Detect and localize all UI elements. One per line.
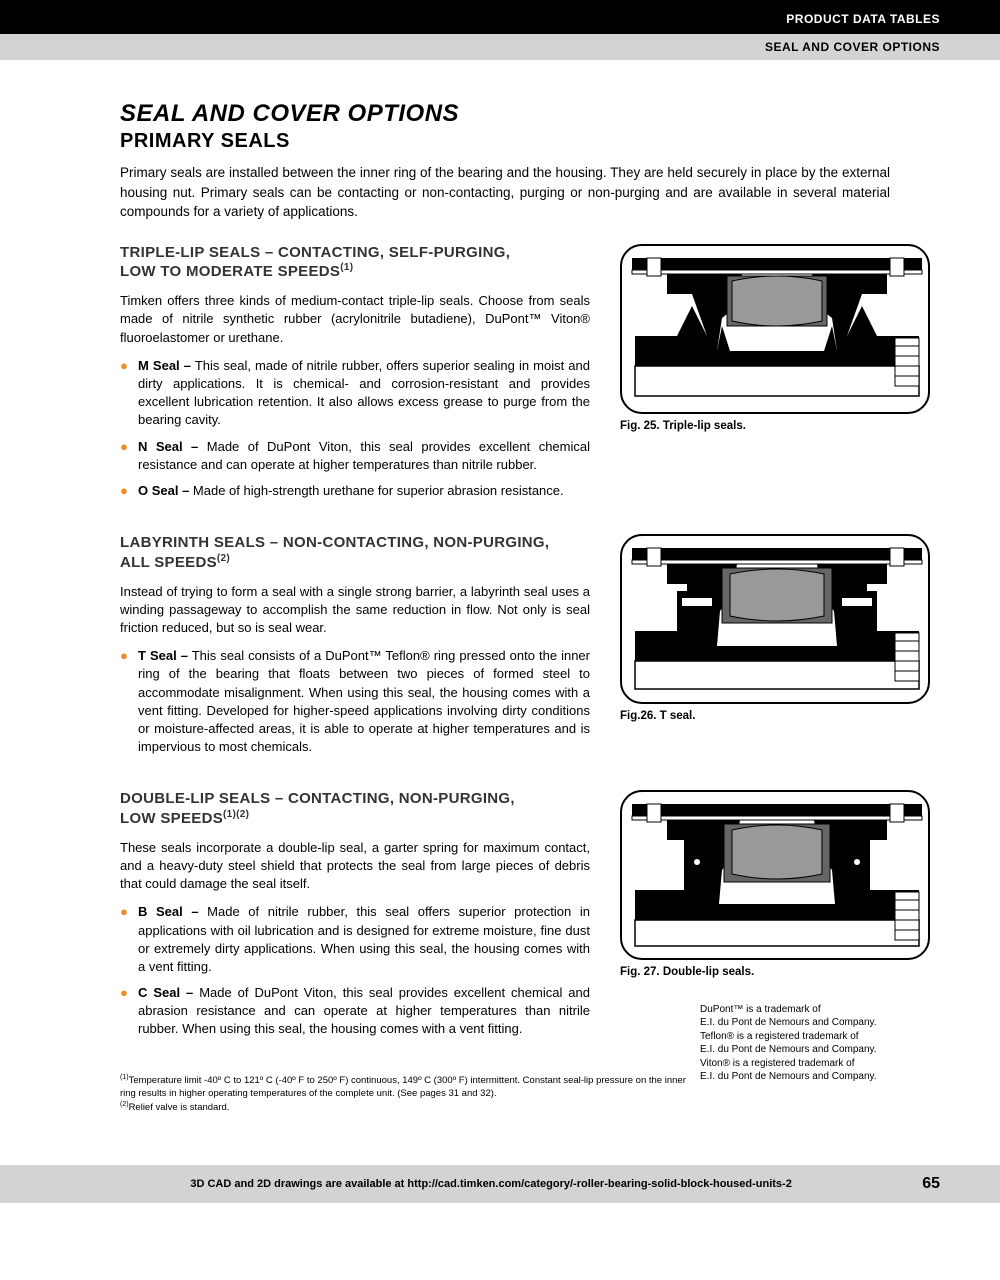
intro-paragraph: Primary seals are installed between the … [120,163,890,222]
double-text-column: DOUBLE-LIP SEALS – CONTACTING, NON-PURGI… [120,790,590,1046]
double-figure-column: Fig. 27. Double-lip seals. [620,790,930,1046]
main-title: SEAL AND COVER OPTIONS [120,100,940,128]
triple-list: M Seal – This seal, made of nitrile rubb… [120,357,590,500]
list-item: O Seal – Made of high-strength urethane … [134,482,590,500]
header-line2: SEAL AND COVER OPTIONS [765,40,940,54]
figure-27 [620,790,930,960]
page-footer: 3D CAD and 2D drawings are available at … [0,1165,1000,1203]
section-labyrinth: LABYRINTH SEALS – NON-CONTACTING, NON-PU… [120,534,940,764]
figure-26-caption: Fig.26. T seal. [620,710,930,722]
header-line1: PRODUCT DATA TABLES [786,12,940,26]
triple-text-column: TRIPLE-LIP SEALS – CONTACTING, SELF-PURG… [120,244,590,508]
labyrinth-list: T Seal – This seal consists of a DuPont™… [120,647,590,756]
footnotes: (1)Temperature limit -40º C to 121º C (-… [120,1073,720,1116]
section-triple-lip: TRIPLE-LIP SEALS – CONTACTING, SELF-PURG… [120,244,940,508]
list-item: N Seal – Made of DuPont Viton, this seal… [134,438,590,474]
triple-lip-diagram [622,246,930,414]
sub-title: PRIMARY SEALS [120,130,940,153]
list-item: M Seal – This seal, made of nitrile rubb… [134,357,590,430]
double-heading: DOUBLE-LIP SEALS – CONTACTING, NON-PURGI… [120,790,590,829]
double-body: These seals incorporate a double-lip sea… [120,839,590,894]
figure-27-caption: Fig. 27. Double-lip seals. [620,966,930,978]
double-list: B Seal – Made of nitrile rubber, this se… [120,903,590,1038]
labyrinth-heading: LABYRINTH SEALS – NON-CONTACTING, NON-PU… [120,534,590,573]
triple-figure-column: Fig. 25. Triple-lip seals. [620,244,930,508]
footer-text: 3D CAD and 2D drawings are available at … [60,1178,922,1190]
triple-heading: TRIPLE-LIP SEALS – CONTACTING, SELF-PURG… [120,244,590,283]
list-item: B Seal – Made of nitrile rubber, this se… [134,903,590,976]
header-black-bar: PRODUCT DATA TABLES [0,0,1000,34]
double-lip-diagram [622,792,930,960]
page-content: SEAL AND COVER OPTIONS PRIMARY SEALS Pri… [0,60,1000,1135]
section-double-lip: DOUBLE-LIP SEALS – CONTACTING, NON-PURGI… [120,790,940,1046]
header-grey-bar: SEAL AND COVER OPTIONS [0,34,1000,60]
page-number: 65 [922,1175,940,1193]
figure-26 [620,534,930,704]
figure-25 [620,244,930,414]
figure-25-caption: Fig. 25. Triple-lip seals. [620,420,930,432]
list-item: T Seal – This seal consists of a DuPont™… [134,647,590,756]
labyrinth-body: Instead of trying to form a seal with a … [120,583,590,638]
t-seal-diagram [622,536,930,704]
labyrinth-figure-column: Fig.26. T seal. [620,534,930,764]
labyrinth-text-column: LABYRINTH SEALS – NON-CONTACTING, NON-PU… [120,534,590,764]
list-item: C Seal – Made of DuPont Viton, this seal… [134,984,590,1039]
triple-body: Timken offers three kinds of medium-cont… [120,292,590,347]
